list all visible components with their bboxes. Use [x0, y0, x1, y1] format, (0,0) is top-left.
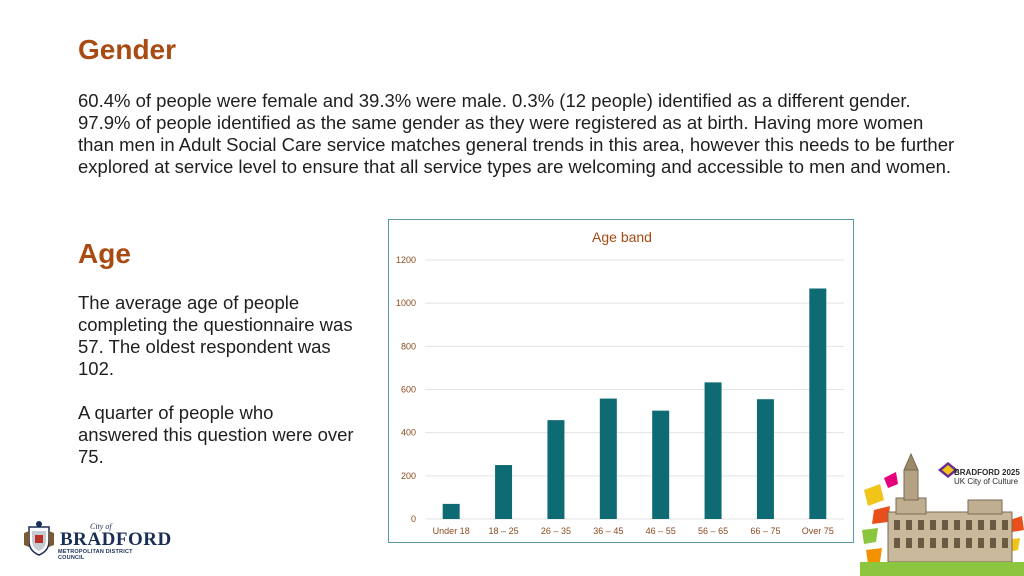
- bar: [756, 399, 774, 519]
- bar: [704, 382, 722, 519]
- y-tick-label: 1200: [396, 255, 416, 265]
- age-paragraph-quarter: A quarter of people who answered this qu…: [78, 402, 354, 467]
- bradford-city-hall-illustration: [860, 452, 1024, 576]
- bar: [809, 288, 827, 519]
- logo-city-of: City of: [90, 522, 112, 531]
- logo-name: BRADFORD: [60, 529, 172, 550]
- x-tick-label: Under 18: [433, 526, 470, 536]
- bradford-council-logo: City of BRADFORD METROPOLITAN DISTRICT C…: [22, 519, 171, 561]
- age-heading: Age: [78, 238, 131, 269]
- y-tick-label: 0: [411, 514, 416, 524]
- x-tick-label: 26 – 35: [541, 526, 571, 536]
- y-tick-label: 1000: [396, 298, 416, 308]
- age-paragraph-average: The average age of people completing the…: [78, 292, 353, 379]
- x-tick-label: 66 – 75: [750, 526, 780, 536]
- y-tick-label: 800: [401, 341, 416, 351]
- chart-title: Age band: [592, 229, 652, 245]
- y-tick-label: 200: [401, 471, 416, 481]
- y-tick-label: 400: [401, 428, 416, 438]
- bar: [547, 420, 565, 519]
- bar: [652, 410, 670, 519]
- crest-icon: [24, 521, 54, 556]
- x-tick-label: Over 75: [802, 526, 834, 536]
- x-tick-label: 18 – 25: [489, 526, 519, 536]
- gender-paragraph: 60.4% of people were female and 39.3% we…: [78, 90, 955, 177]
- logo-council: METROPOLITAN DISTRICT COUNCIL: [58, 549, 133, 561]
- x-tick-label: 36 – 45: [593, 526, 623, 536]
- bar: [495, 465, 513, 519]
- age-band-chart-svg: Age band 0 200 400 600 800 1000 1200 Under 18 18 …: [396, 229, 844, 536]
- y-tick-label: 600: [401, 385, 416, 395]
- culture-badge-subtitle: UK City of Culture: [954, 477, 1019, 486]
- x-tick-label: 56 – 65: [698, 526, 728, 536]
- bar: [442, 503, 460, 519]
- age-band-chart: Age band 0 200 400 600 800 1000 1200 Under 18 18 …: [388, 219, 854, 543]
- gender-heading: Gender: [78, 34, 177, 65]
- city-of-culture-badge: BRADFORD 2025 UK City of Culture: [954, 468, 1020, 486]
- culture-badge-title: BRADFORD 2025: [954, 468, 1020, 477]
- x-tick-label: 46 – 55: [646, 526, 676, 536]
- bar: [599, 398, 617, 519]
